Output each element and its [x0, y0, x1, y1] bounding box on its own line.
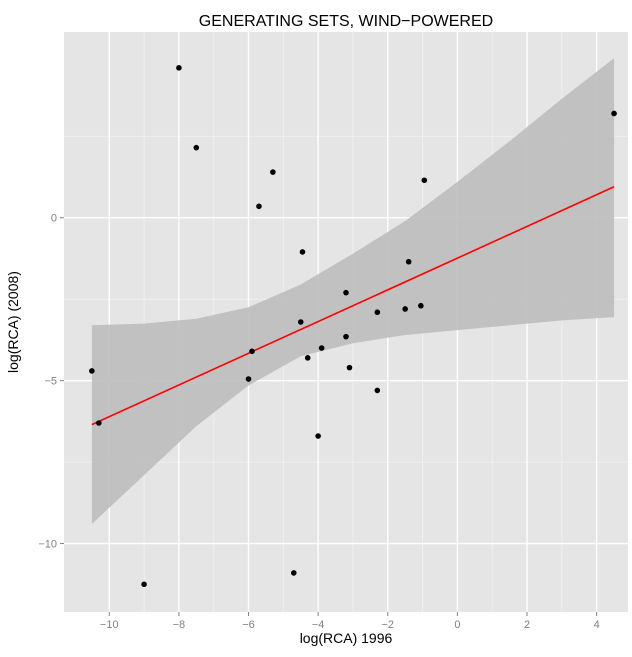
data-point: [193, 144, 200, 151]
data-point: [405, 258, 412, 265]
data-point: [318, 345, 325, 351]
data-point: [297, 319, 304, 325]
data-point: [611, 110, 617, 117]
x-tick-label: −2: [382, 619, 395, 631]
data-point: [402, 306, 408, 312]
data-point: [89, 368, 95, 374]
x-axis-title: log(RCA) 1996: [300, 630, 393, 646]
y-tick-label: −5: [44, 376, 57, 388]
data-point: [304, 355, 311, 361]
x-tick-label: −4: [312, 619, 325, 631]
data-point: [374, 387, 381, 394]
data-point: [96, 420, 102, 426]
x-tick-label: 0: [454, 619, 460, 631]
x-tick-label: −10: [100, 619, 119, 631]
data-point: [249, 348, 255, 355]
data-point: [346, 364, 353, 371]
data-point: [245, 376, 252, 382]
x-tick-label: 4: [594, 619, 600, 631]
data-points: [89, 65, 617, 588]
data-point: [176, 65, 182, 71]
data-point: [299, 249, 306, 255]
confidence-band: [91, 58, 615, 524]
y-tick-label: −10: [38, 539, 57, 551]
data-point: [374, 309, 381, 316]
data-point: [343, 289, 349, 296]
data-point: [418, 302, 424, 309]
x-tick-label: −8: [173, 619, 186, 631]
data-point: [421, 177, 428, 184]
data-point: [270, 169, 276, 175]
x-axis-ticks: −10 −8 −6 −4 −2 0 2 4: [100, 612, 600, 631]
data-point: [290, 570, 297, 576]
regression-line: [91, 186, 615, 426]
data-point: [141, 581, 147, 588]
data-point: [315, 433, 321, 439]
data-point: [256, 203, 262, 210]
data-point: [343, 333, 349, 340]
y-axis-title: log(RCA) (2008): [5, 271, 21, 373]
x-tick-label: −6: [242, 619, 255, 631]
x-tick-label: 2: [524, 619, 530, 631]
y-tick-label: 0: [51, 213, 57, 225]
y-axis-ticks: 0 −5 −10: [38, 213, 64, 551]
chart-title: GENERATING SETS, WIND−POWERED: [199, 13, 493, 30]
